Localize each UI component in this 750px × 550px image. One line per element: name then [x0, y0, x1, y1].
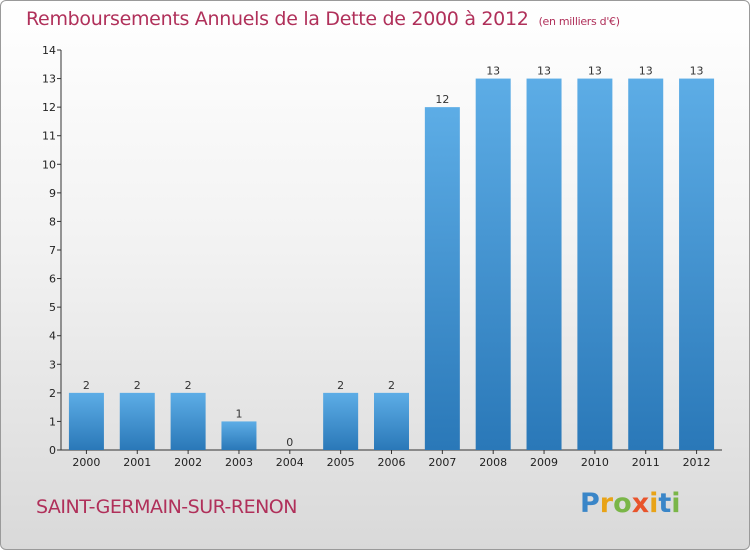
y-tick-label: 14 [42, 44, 56, 57]
bar-value-label: 1 [235, 407, 242, 420]
bar [221, 421, 257, 450]
x-tick-label: 2011 [632, 456, 660, 469]
y-tick-label: 11 [42, 130, 56, 143]
logo-letter: x [631, 488, 650, 519]
bar [323, 392, 359, 450]
y-tick-label: 7 [49, 244, 56, 257]
bar [68, 392, 104, 450]
chart-unit: (en milliers d'€) [538, 15, 620, 28]
logo-letter: P [580, 488, 600, 519]
chart-title: Remboursements Annuels de la Dette de 20… [26, 8, 620, 30]
x-tick-label: 2004 [276, 456, 304, 469]
y-tick-label: 12 [42, 101, 56, 114]
bar [170, 392, 206, 450]
bar [577, 78, 613, 451]
y-tick-label: 4 [49, 330, 56, 343]
x-tick-label: 2010 [581, 456, 609, 469]
bar-value-label: 12 [435, 93, 449, 106]
bar [374, 392, 409, 450]
bar-value-label: 2 [388, 379, 395, 392]
bar-value-label: 13 [690, 65, 704, 78]
x-tick-label: 2007 [428, 456, 456, 469]
y-tick-label: 2 [49, 387, 56, 400]
x-tick-label: 2008 [479, 456, 507, 469]
y-tick-label: 9 [49, 187, 56, 200]
logo-letter: i [671, 488, 681, 519]
x-tick-label: 2006 [378, 456, 406, 469]
y-tick-label: 13 [42, 73, 56, 86]
bar-value-label: 0 [286, 436, 293, 449]
bar-value-label: 13 [588, 65, 602, 78]
x-tick-label: 2003 [225, 456, 253, 469]
bar [679, 78, 715, 451]
x-tick-label: 2005 [327, 456, 355, 469]
x-tick-label: 2002 [174, 456, 202, 469]
chart-title-text: Remboursements Annuels de la Dette de 20… [26, 8, 529, 30]
y-tick-label: 10 [42, 158, 56, 171]
bar-value-label: 2 [134, 379, 141, 392]
bar [424, 107, 460, 451]
bar [119, 392, 155, 450]
y-tick-label: 1 [49, 415, 56, 428]
bar [628, 78, 664, 451]
logo-letter: t [658, 488, 672, 519]
logo-letter: r [599, 488, 614, 519]
y-tick-label: 3 [49, 358, 56, 371]
bar-value-label: 2 [337, 379, 344, 392]
bar-value-label: 13 [639, 65, 653, 78]
bar-value-label: 13 [537, 65, 551, 78]
bar-value-label: 2 [83, 379, 90, 392]
x-tick-label: 2009 [530, 456, 558, 469]
logo-letter: o [613, 488, 632, 519]
bar-value-label: 13 [486, 65, 500, 78]
y-tick-label: 5 [49, 301, 56, 314]
logo-letter: i [649, 488, 659, 519]
x-tick-label: 2012 [683, 456, 711, 469]
proxiti-logo: Proxiti [580, 488, 681, 519]
x-tick-label: 2000 [72, 456, 100, 469]
y-tick-label: 0 [49, 444, 56, 457]
bar-value-label: 2 [185, 379, 192, 392]
bar [526, 78, 562, 451]
bar [475, 78, 511, 451]
y-tick-label: 8 [49, 215, 56, 228]
chart-bars [68, 78, 715, 451]
commune-name: SAINT-GERMAIN-SUR-RENON [36, 496, 297, 518]
y-tick-label: 6 [49, 273, 56, 286]
x-tick-label: 2001 [123, 456, 151, 469]
chart-labels: 2 2 2 1 0 2 2 12 13 13 13 13 13 [83, 65, 704, 449]
